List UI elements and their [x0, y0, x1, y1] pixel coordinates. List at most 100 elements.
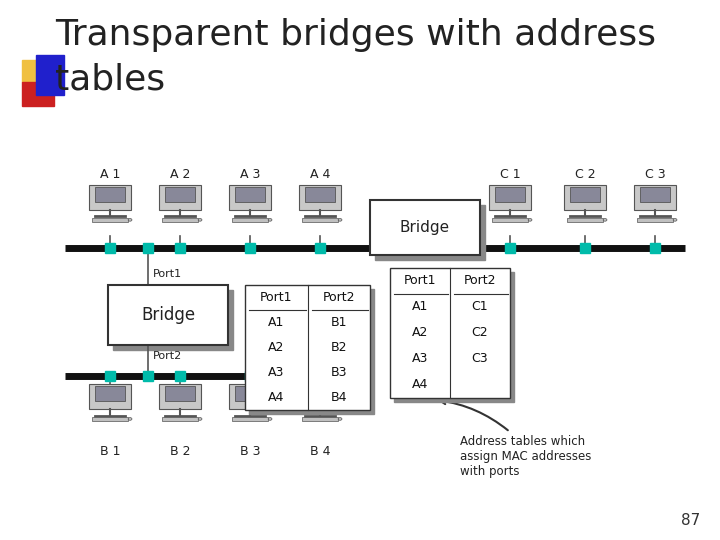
Bar: [370, 200, 480, 255]
Text: Bridge: Bridge: [141, 306, 195, 324]
Bar: [640, 187, 670, 202]
Bar: [105, 371, 115, 381]
Bar: [235, 187, 265, 202]
Bar: [505, 243, 515, 253]
Ellipse shape: [198, 417, 202, 420]
Text: C 3: C 3: [644, 168, 665, 181]
Bar: [22, 82, 54, 106]
Bar: [245, 371, 255, 381]
Bar: [95, 187, 125, 202]
Bar: [650, 243, 660, 253]
Bar: [162, 218, 198, 222]
Text: B3: B3: [330, 366, 347, 379]
Text: Port1: Port1: [404, 274, 436, 287]
Bar: [22, 60, 54, 82]
Bar: [233, 218, 268, 222]
Ellipse shape: [673, 219, 677, 221]
Bar: [564, 185, 606, 210]
Bar: [245, 285, 370, 410]
Text: B4: B4: [330, 391, 347, 404]
Text: C1: C1: [472, 300, 488, 314]
Text: B2: B2: [330, 341, 347, 354]
Text: Port1: Port1: [260, 291, 292, 304]
Bar: [92, 218, 127, 222]
Bar: [229, 185, 271, 210]
Bar: [390, 268, 510, 398]
Bar: [637, 218, 672, 222]
Bar: [113, 290, 233, 350]
Bar: [143, 243, 153, 253]
Bar: [229, 384, 271, 409]
Ellipse shape: [198, 219, 202, 221]
Bar: [299, 185, 341, 210]
Bar: [143, 371, 153, 381]
Text: Port2: Port2: [464, 274, 496, 287]
Ellipse shape: [268, 417, 272, 420]
Ellipse shape: [603, 219, 607, 221]
Text: C 2: C 2: [575, 168, 595, 181]
Bar: [302, 218, 338, 222]
Text: A4: A4: [268, 391, 284, 404]
Bar: [302, 417, 338, 421]
Text: C 1: C 1: [500, 168, 521, 181]
Bar: [305, 387, 335, 401]
Text: A3: A3: [268, 366, 284, 379]
Bar: [634, 185, 676, 210]
Bar: [105, 243, 115, 253]
Ellipse shape: [528, 219, 532, 221]
Text: Port2: Port2: [323, 291, 355, 304]
Text: B 4: B 4: [310, 445, 330, 458]
Bar: [233, 417, 268, 421]
Text: C2: C2: [472, 327, 488, 340]
Text: B 2: B 2: [170, 445, 190, 458]
Bar: [315, 243, 325, 253]
Text: B 1: B 1: [100, 445, 120, 458]
Text: Port2: Port2: [153, 351, 182, 361]
Bar: [245, 243, 255, 253]
Bar: [159, 384, 201, 409]
Text: A3: A3: [412, 353, 428, 366]
Text: A1: A1: [268, 316, 284, 329]
Bar: [165, 187, 195, 202]
Bar: [495, 187, 525, 202]
Bar: [175, 371, 185, 381]
Ellipse shape: [338, 219, 342, 221]
Bar: [89, 185, 131, 210]
Bar: [165, 387, 195, 401]
Text: A 4: A 4: [310, 168, 330, 181]
Bar: [36, 55, 64, 95]
Text: A1: A1: [412, 300, 428, 314]
Text: C3: C3: [472, 353, 488, 366]
Bar: [159, 185, 201, 210]
Bar: [92, 417, 127, 421]
Bar: [315, 371, 325, 381]
Text: Bridge: Bridge: [400, 220, 450, 235]
Bar: [175, 243, 185, 253]
Bar: [580, 243, 590, 253]
Text: A 1: A 1: [100, 168, 120, 181]
Bar: [492, 218, 528, 222]
Bar: [108, 285, 228, 345]
Text: 87: 87: [680, 513, 700, 528]
Ellipse shape: [268, 219, 272, 221]
Bar: [567, 218, 603, 222]
Bar: [249, 289, 374, 414]
Text: A 3: A 3: [240, 168, 260, 181]
Bar: [299, 384, 341, 409]
Text: Address tables which
assign MAC addresses
with ports: Address tables which assign MAC addresse…: [460, 435, 591, 478]
Bar: [489, 185, 531, 210]
Ellipse shape: [338, 417, 342, 420]
Bar: [95, 387, 125, 401]
Bar: [375, 205, 485, 260]
Bar: [394, 272, 514, 402]
Bar: [162, 417, 198, 421]
Ellipse shape: [128, 219, 132, 221]
Text: B1: B1: [330, 316, 347, 329]
Text: A2: A2: [412, 327, 428, 340]
Ellipse shape: [128, 417, 132, 420]
Text: tables: tables: [55, 62, 165, 96]
Text: B 3: B 3: [240, 445, 260, 458]
Bar: [89, 384, 131, 409]
Text: A4: A4: [412, 379, 428, 392]
Bar: [570, 187, 600, 202]
